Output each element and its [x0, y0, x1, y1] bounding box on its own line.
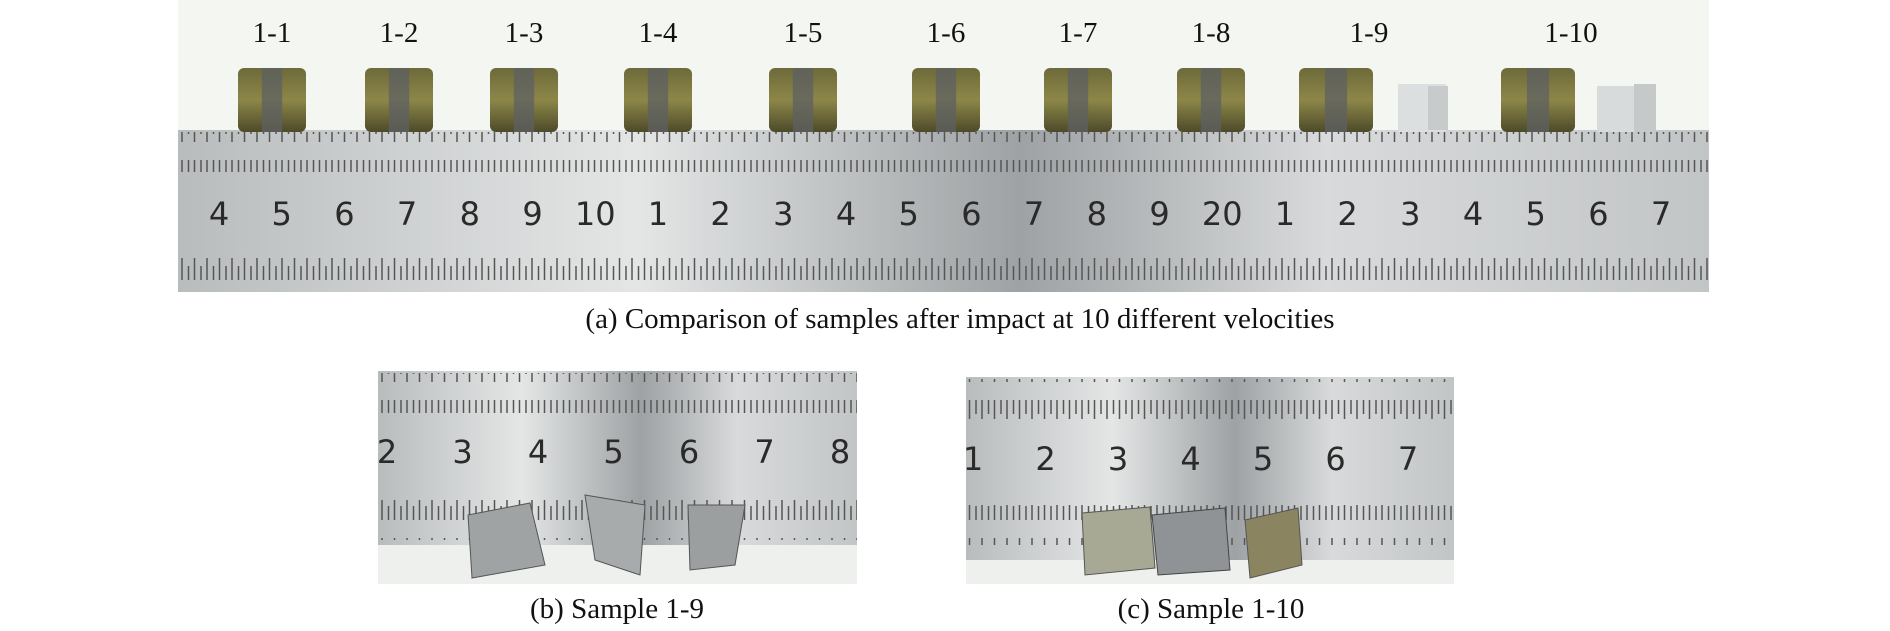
ruler-number: 2: [710, 195, 730, 233]
sample-label: 1-10: [1544, 17, 1597, 49]
sample-label: 1-7: [1059, 17, 1098, 49]
sample-label: 1-6: [927, 17, 966, 49]
fragment: [1244, 507, 1303, 579]
ruler-number: 6: [1588, 195, 1608, 233]
ruler-number: 7: [397, 195, 417, 233]
ruler-number: 4: [209, 195, 229, 233]
ruler-number: 4: [1180, 440, 1200, 478]
ruler-number: 1: [648, 195, 668, 233]
caption: (c) Sample 1-10: [1118, 593, 1305, 625]
fragment: [1634, 84, 1656, 132]
ruler-number: 1: [963, 440, 983, 478]
ruler-number: 3: [1400, 195, 1420, 233]
sample-label: 1-1: [253, 17, 292, 49]
ruler-number: 5: [603, 433, 623, 471]
ruler-ticks: [378, 373, 857, 413]
ruler-number: 4: [528, 433, 548, 471]
ruler-number: 1: [1275, 195, 1295, 233]
ruler-number: 5: [899, 195, 919, 233]
ruler-number: 5: [1253, 440, 1273, 478]
ruler-number: 8: [1087, 195, 1107, 233]
fragment: [687, 504, 746, 571]
photo-c: 1 2 3 4 5 6 7: [963, 377, 1454, 584]
ruler-number: 9: [1149, 195, 1169, 233]
ruler-number: 2: [1337, 195, 1357, 233]
ruler-number: 6: [961, 195, 981, 233]
ruler-number: 6: [334, 195, 354, 233]
ruler-number: 9: [522, 195, 542, 233]
sample-label: 1-8: [1192, 17, 1231, 49]
sample-band: [513, 68, 535, 132]
ruler-number: 8: [460, 195, 480, 233]
ruler-number: 6: [679, 433, 699, 471]
ruler-number: 20: [1202, 195, 1243, 233]
photo-a: 4 5 6 7 8 9 10 1 2 3 4 5 6 7 8 9 20 1 2 3 4 5 6 7 8: [178, 0, 1734, 292]
caption: (a) Comparison of samples after impact a…: [585, 303, 1334, 335]
ruler-number: 2: [377, 433, 397, 471]
sample-band: [1200, 68, 1222, 132]
ruler-number: 6: [1325, 440, 1345, 478]
ruler-ticks: [178, 252, 1709, 292]
ruler-number: 7: [1651, 195, 1671, 233]
sample-band: [261, 68, 283, 132]
ruler-number: 3: [1108, 440, 1128, 478]
sample-band: [388, 68, 410, 132]
ruler-number: 4: [1463, 195, 1483, 233]
samples: [238, 68, 1575, 132]
photo-b: 2 3 4 5 6 7 8: [377, 371, 857, 584]
fragment: [467, 502, 546, 579]
fragment: [1428, 86, 1448, 130]
ruler-ticks: [178, 132, 1709, 172]
sample-band: [1324, 68, 1348, 132]
ruler-number: 4: [836, 195, 856, 233]
ruler-number: 3: [452, 433, 472, 471]
ruler-number: 7: [1024, 195, 1044, 233]
ruler-numbers: 2 3 4 5 6 7 8: [377, 433, 850, 471]
sample-label: 1-3: [505, 17, 544, 49]
ruler-number: 5: [1526, 195, 1546, 233]
ruler-number: 7: [754, 433, 774, 471]
ruler-ticks: [966, 379, 1454, 419]
ruler-number: 3: [773, 195, 793, 233]
ruler-number: 7: [1398, 440, 1418, 478]
sample-band: [935, 68, 957, 132]
ruler-number: 2: [1035, 440, 1055, 478]
sample-band: [1067, 68, 1089, 132]
ruler-number: 10: [575, 195, 616, 233]
sample-labels: 1-1 1-2 1-3 1-4 1-5 1-6 1-7 1-8 1-9 1-10: [253, 17, 1598, 49]
sample-label: 1-9: [1350, 17, 1389, 49]
ruler-number: 8: [830, 433, 850, 471]
ruler-number: 5: [272, 195, 292, 233]
fragment: [1081, 506, 1156, 576]
sample-band: [1526, 68, 1550, 132]
fragment: [584, 494, 646, 576]
sample-band: [792, 68, 814, 132]
fragment: [1151, 507, 1231, 576]
sample-label: 1-5: [784, 17, 823, 49]
sample-label: 1-4: [639, 17, 678, 49]
ruler-numbers: 4 5 6 7 8 9 10 1 2 3 4 5 6 7 8 9 20 1 2 3 4 5 6 7 8: [209, 195, 1734, 233]
ruler-numbers: 1 2 3 4 5 6 7: [963, 440, 1418, 478]
sample-band: [647, 68, 669, 132]
sample-label: 1-2: [380, 17, 419, 49]
fragment: [1597, 86, 1637, 132]
caption: (b) Sample 1-9: [530, 593, 704, 625]
ruler-number: 8: [1714, 195, 1734, 233]
